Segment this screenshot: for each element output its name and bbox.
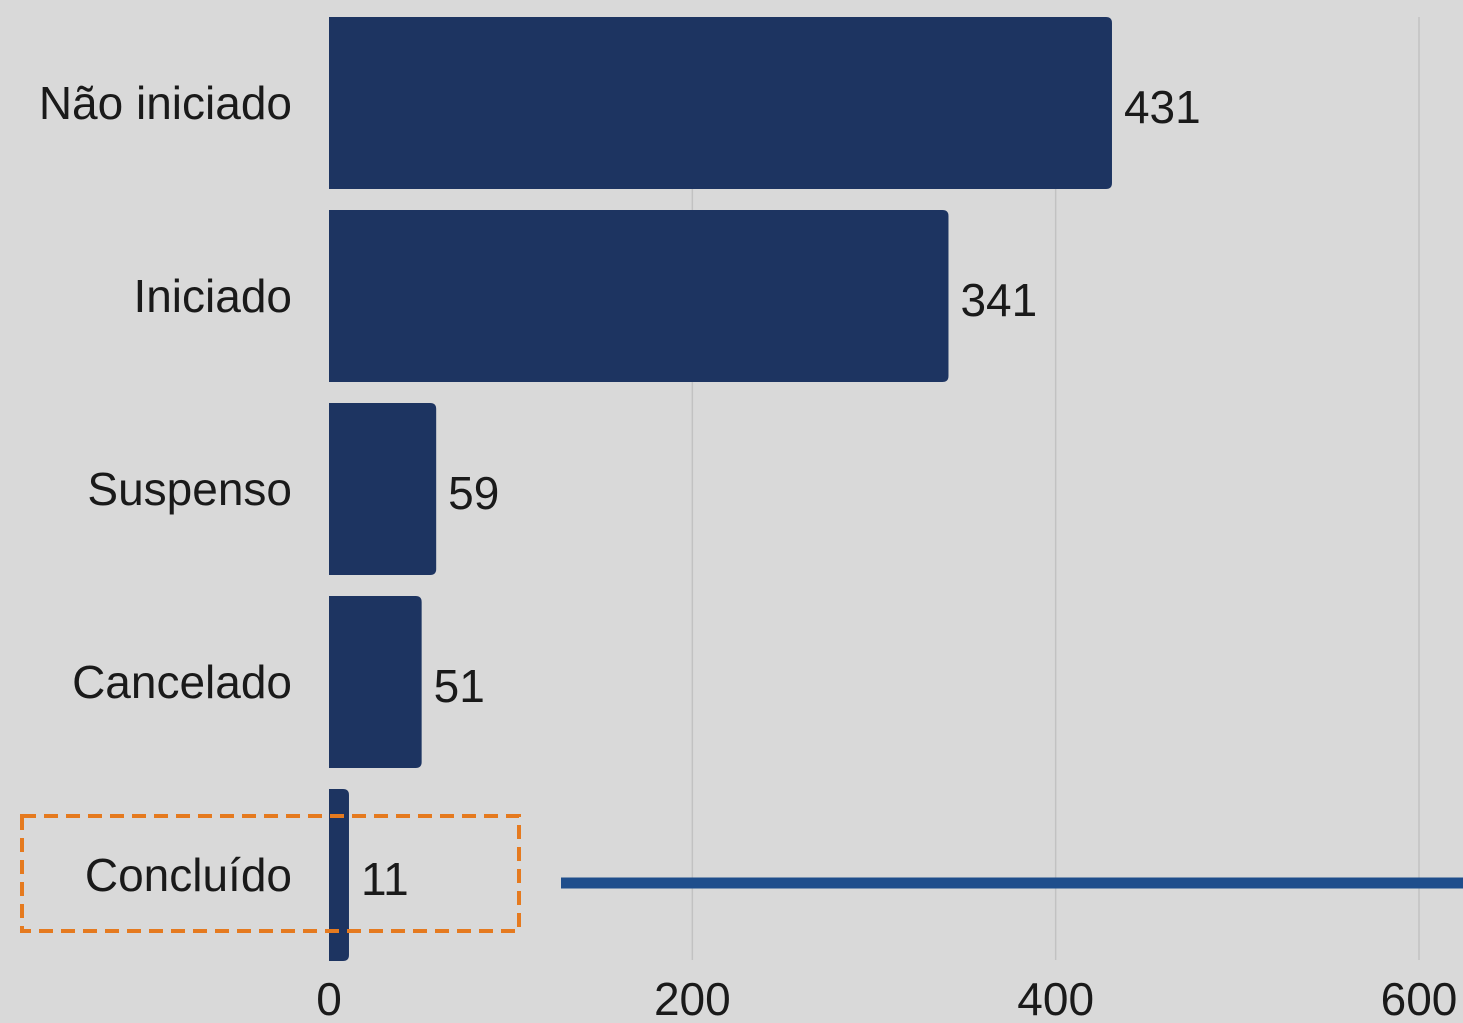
value-label-concluido: 11 xyxy=(361,853,409,905)
category-label-suspenso: Suspenso xyxy=(87,463,292,515)
value-labels: 431 341 59 51 11 xyxy=(361,81,1201,905)
category-label-cancelado: Cancelado xyxy=(72,656,292,708)
x-tick-label-600: 600 xyxy=(1381,973,1458,1023)
value-label-nao-iniciado: 431 xyxy=(1124,81,1201,133)
bar-cancelado xyxy=(329,596,422,768)
bar-nao-iniciado xyxy=(329,17,1112,189)
x-tick-label-200: 200 xyxy=(654,973,731,1023)
bar-concluido xyxy=(329,789,349,961)
annotations xyxy=(20,814,1463,933)
category-label-concluido: Concluído xyxy=(85,849,292,901)
category-labels: Não iniciado Iniciado Suspenso Cancelado Con… xyxy=(39,77,292,901)
value-label-iniciado: 341 xyxy=(960,274,1037,326)
x-axis-ticks: 0 200 400 600 xyxy=(316,973,1457,1023)
bar-iniciado xyxy=(329,210,949,382)
bars xyxy=(329,17,1112,961)
bar-suspenso xyxy=(329,403,437,575)
highlight-box xyxy=(20,814,521,933)
x-tick-label-400: 400 xyxy=(1017,973,1094,1023)
category-label-iniciado: Iniciado xyxy=(133,270,292,322)
category-label-nao-iniciado: Não iniciado xyxy=(39,77,292,129)
value-label-suspenso: 59 xyxy=(448,467,499,519)
value-label-cancelado: 51 xyxy=(434,660,485,712)
x-tick-label-0: 0 xyxy=(316,973,342,1023)
